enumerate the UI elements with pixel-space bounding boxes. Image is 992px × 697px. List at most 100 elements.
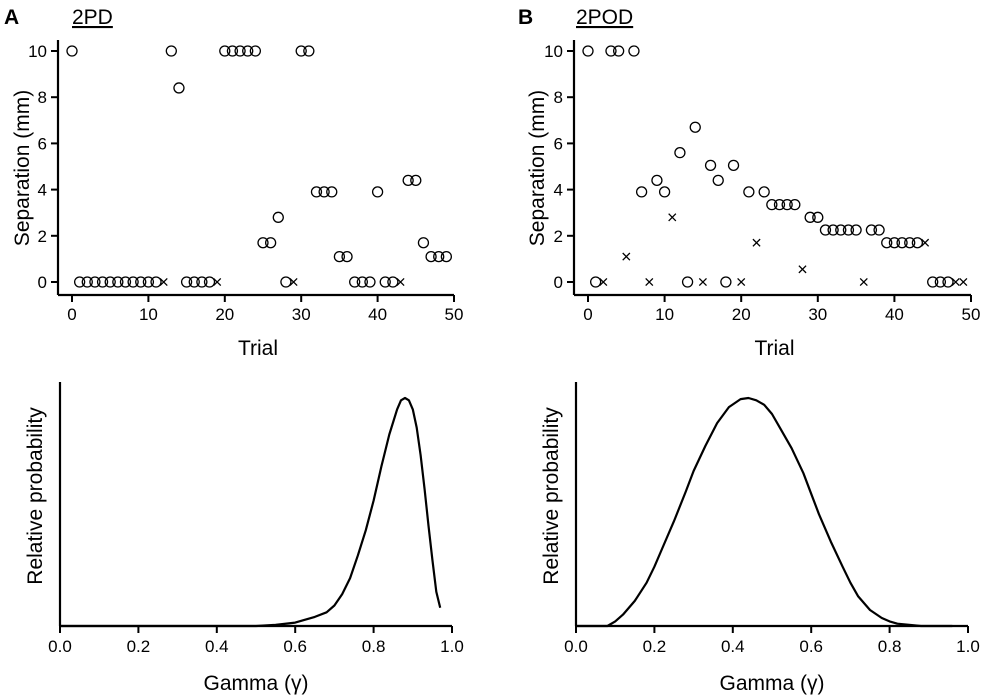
data-point-cross: [289, 277, 298, 287]
panel-B_top: 0 2 4 6 8 10 0 10 20 30 40 50 Trial Separation (mm) B 2…: [518, 6, 980, 360]
x-tick-label: 40: [368, 305, 387, 324]
data-point-circle: [264, 237, 277, 249]
y-tick-label: 0: [38, 273, 47, 292]
data-point-circle: [318, 186, 330, 198]
data-point-circle: [387, 276, 399, 288]
x-tick-label: 20: [732, 305, 751, 324]
x-tick-label: 1.0: [440, 637, 464, 656]
y-tick-label: 10: [28, 42, 47, 61]
data-point-circle: [934, 276, 947, 288]
data-point-circle: [196, 276, 208, 288]
data-point-circle: [888, 237, 901, 249]
series-line: [60, 396, 442, 628]
data-point-circle: [727, 159, 740, 171]
data-point-circle: [850, 224, 862, 236]
data-point-circle: [165, 45, 177, 57]
panel-letter: A: [4, 6, 19, 29]
data-point-cross: [159, 277, 168, 287]
data-point-circle: [219, 45, 231, 57]
data-point-circle: [881, 237, 893, 249]
data-point-circle: [704, 159, 717, 171]
data-point-cross: [599, 277, 608, 287]
data-point-circle: [819, 224, 832, 236]
data-point-circle: [89, 276, 101, 288]
data-point-circle: [188, 276, 200, 288]
data-point-circle: [180, 276, 193, 288]
data-point-circle: [119, 276, 132, 288]
x-tick-label: 0.2: [643, 637, 667, 656]
data-point-circle: [272, 211, 284, 223]
data-point-cross: [698, 277, 707, 287]
data-point-circle: [326, 186, 338, 198]
data-point-circle: [234, 45, 246, 57]
data-point-circle: [371, 186, 384, 198]
data-point-circle: [310, 186, 323, 198]
data-point-circle: [927, 276, 939, 288]
x-tick-label: 40: [885, 305, 904, 324]
data-point-circle: [104, 276, 116, 288]
data-point-circle: [689, 121, 701, 133]
data-point-circle: [896, 237, 908, 249]
data-point-circle: [674, 146, 686, 159]
data-point-circle: [73, 276, 86, 288]
y-tick-label: 4: [554, 181, 563, 200]
x-tick-label: 0.0: [48, 637, 72, 656]
data-point-circle: [150, 276, 162, 288]
x-tick-label: 50: [962, 305, 981, 324]
data-point-circle: [590, 276, 602, 288]
x-tick-label: 10: [655, 305, 674, 324]
data-point-cross: [645, 277, 654, 287]
data-point-circle: [402, 174, 414, 187]
x-tick-label: 0.8: [878, 637, 902, 656]
data-point-circle: [720, 276, 732, 288]
y-tick-label: 2: [554, 227, 563, 246]
y-tick-label: 8: [38, 88, 47, 107]
data-point-circle: [303, 45, 315, 57]
data-point-circle: [612, 45, 625, 57]
data-point-circle: [379, 276, 391, 288]
data-point-circle: [349, 276, 361, 288]
data-point-circle: [364, 276, 376, 288]
x-axis-title: Gamma (γ): [720, 672, 825, 695]
x-tick-label: 0.6: [799, 637, 823, 656]
x-axis-title: Trial: [238, 337, 278, 360]
data-point-cross: [396, 277, 405, 287]
y-tick-label: 6: [38, 134, 47, 153]
data-point-cross: [920, 238, 930, 247]
data-point-circle: [280, 276, 292, 288]
data-point-cross: [752, 238, 761, 247]
data-point-cross: [737, 277, 746, 287]
data-point-circle: [112, 276, 124, 288]
data-point-circle: [658, 186, 671, 198]
data-point-circle: [911, 237, 924, 249]
x-tick-label: 0.4: [205, 637, 229, 656]
x-tick-label: 10: [139, 305, 158, 324]
x-axis-title: Gamma (γ): [204, 672, 309, 695]
data-point-circle: [743, 186, 755, 198]
panel-B_bottom: 0.0 0.2 0.4 0.6 0.8 1.0 Gamma (γ) Relative prob…: [540, 382, 980, 695]
y-axis-title: Separation (mm): [526, 90, 549, 246]
data-point-circle: [865, 224, 878, 236]
data-point-circle: [605, 45, 617, 57]
data-point-circle: [873, 224, 885, 236]
x-tick-label: 30: [292, 305, 311, 324]
data-point-cross: [668, 213, 677, 222]
data-point-cross: [213, 277, 222, 287]
data-point-circle: [712, 174, 724, 187]
data-point-circle: [758, 186, 770, 198]
data-point-circle: [226, 45, 239, 57]
data-point-circle: [81, 276, 93, 288]
data-point-circle: [766, 198, 778, 211]
data-point-circle: [440, 250, 453, 263]
data-point-circle: [127, 276, 139, 288]
data-point-circle: [635, 186, 648, 198]
data-point-cross: [959, 277, 968, 287]
panel-title: 2POD: [576, 6, 633, 29]
data-point-circle: [333, 250, 346, 263]
data-point-cross: [798, 265, 807, 274]
x-tick-label: 20: [215, 305, 234, 324]
data-point-circle: [842, 224, 855, 236]
x-tick-label: 0.0: [564, 637, 588, 656]
data-point-circle: [96, 276, 109, 288]
